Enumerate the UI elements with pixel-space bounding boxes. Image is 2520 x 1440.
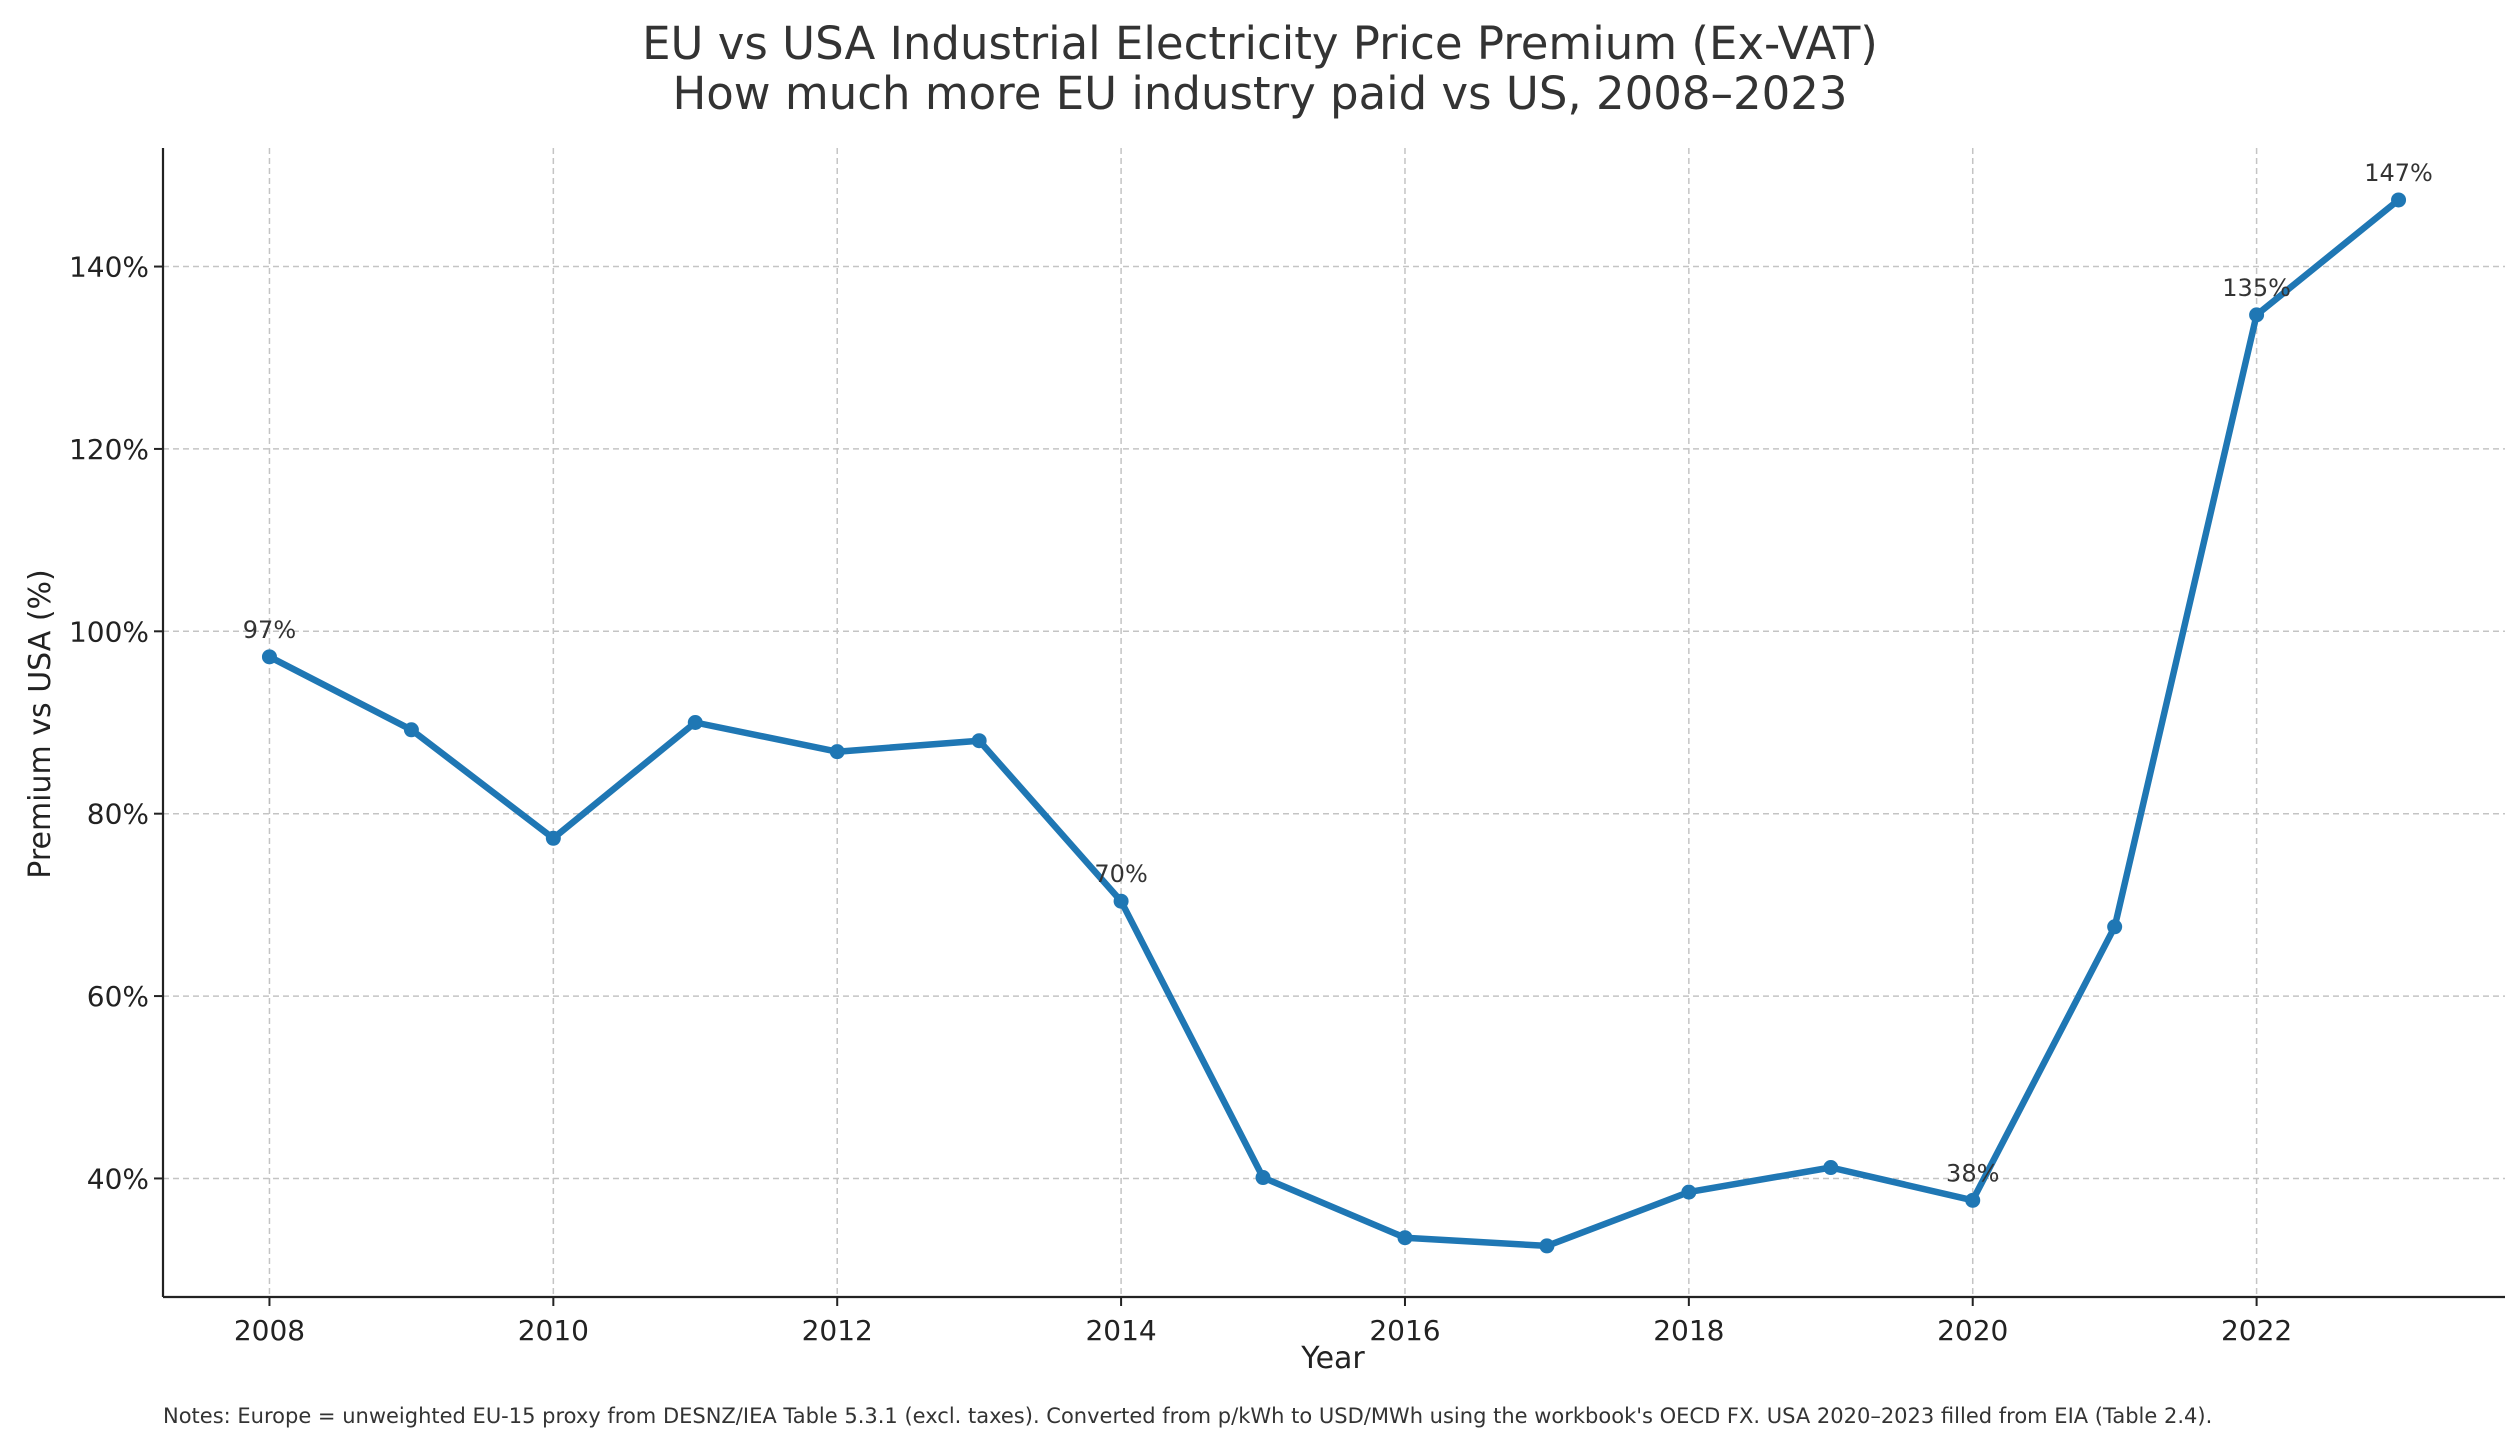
x-tick-label: 2020 xyxy=(1937,1314,2008,1347)
data-point xyxy=(261,649,277,665)
data-point xyxy=(1113,893,1129,909)
tick-labels: 2008 2010 2012 2014 2016 2018 2020 2022 40% 60% 80… xyxy=(69,251,2292,1347)
axes xyxy=(154,148,2505,1306)
y-tick-label: 100% xyxy=(69,615,149,648)
x-tick-label: 2014 xyxy=(1085,1314,1156,1347)
x-tick-label: 2008 xyxy=(234,1314,305,1347)
data-labels: 97% 70% 38% 135% 147% xyxy=(243,159,2433,1187)
data-point xyxy=(1397,1230,1413,1246)
data-point xyxy=(971,733,987,749)
y-tick-label: 80% xyxy=(87,798,149,831)
data-label: 147% xyxy=(2364,159,2433,187)
y-axis-label: Premium vs USA (%) xyxy=(23,569,58,878)
data-point xyxy=(545,830,561,846)
data-label: 135% xyxy=(2222,274,2291,302)
x-tick-label: 2012 xyxy=(802,1314,873,1347)
data-point xyxy=(2249,307,2265,323)
x-tick-label: 2016 xyxy=(1369,1314,1440,1347)
y-tick-label: 120% xyxy=(69,433,149,466)
y-tick-label: 140% xyxy=(69,251,149,284)
chart-notes: Notes: Europe = unweighted EU-15 proxy f… xyxy=(163,1404,2213,1428)
x-tick-label: 2018 xyxy=(1653,1314,1724,1347)
data-point xyxy=(1823,1160,1839,1176)
x-tick-label: 2010 xyxy=(518,1314,589,1347)
data-point xyxy=(1681,1184,1697,1200)
data-point xyxy=(687,715,703,730)
data-point xyxy=(829,744,845,760)
data-label: 97% xyxy=(243,616,296,644)
data-point xyxy=(2391,192,2407,208)
data-point xyxy=(403,722,419,738)
y-tick-label: 60% xyxy=(87,980,149,1013)
data-label: 38% xyxy=(1946,1159,1999,1187)
series-line xyxy=(266,196,2402,1250)
data-point xyxy=(2107,919,2123,935)
x-tick-label: 2022 xyxy=(2221,1314,2292,1347)
data-points xyxy=(261,192,2407,1254)
y-tick-label: 40% xyxy=(87,1162,149,1195)
data-point xyxy=(1255,1170,1271,1186)
data-label: 70% xyxy=(1094,860,1147,888)
grid xyxy=(163,148,2505,1297)
data-point xyxy=(1965,1192,1981,1208)
chart-title: EU vs USA Industrial Electricity Price P… xyxy=(642,17,1878,70)
chart-subtitle: How much more EU industry paid vs US, 20… xyxy=(672,67,1847,120)
data-point xyxy=(1539,1238,1555,1254)
x-axis-label: Year xyxy=(1300,1341,1365,1376)
